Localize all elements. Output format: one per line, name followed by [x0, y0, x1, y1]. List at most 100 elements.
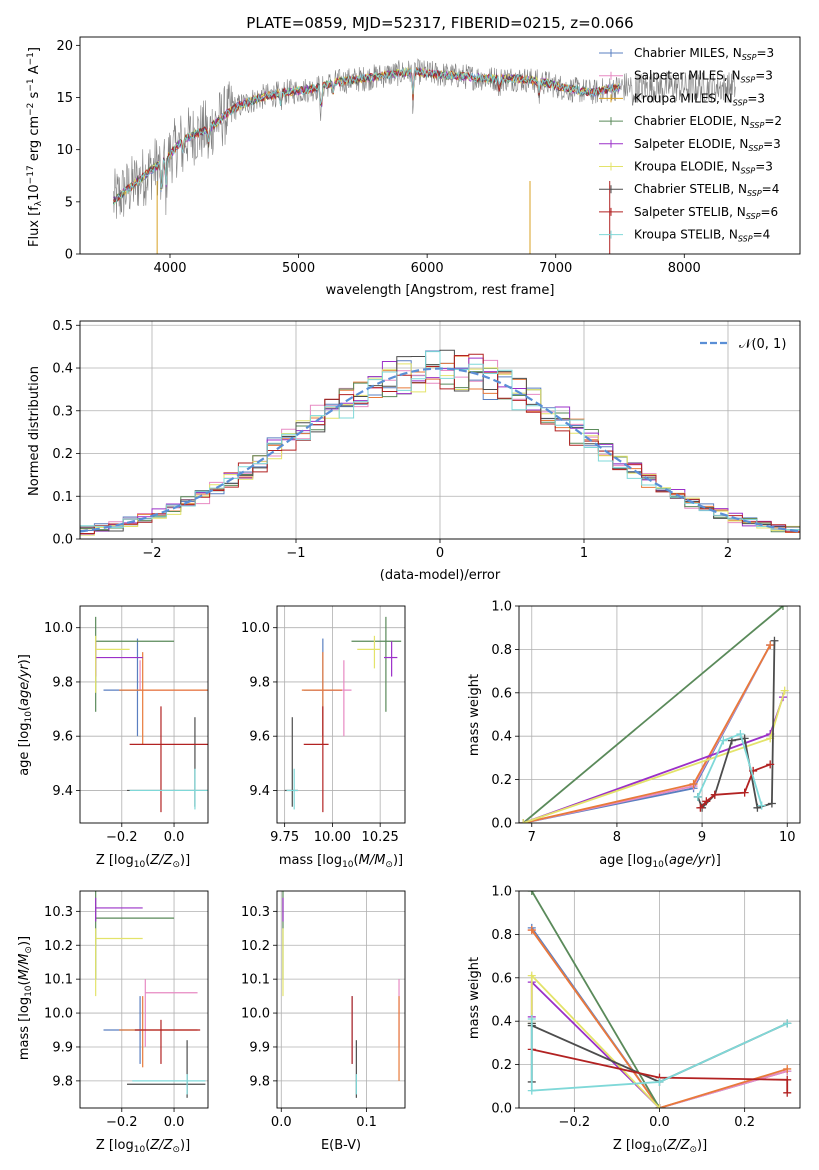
- plot-frame: [79, 320, 801, 540]
- y-tick-label: 10: [56, 143, 73, 158]
- y-tick-label: 0.5: [52, 319, 73, 334]
- y-tick-label: 9.6: [249, 730, 270, 745]
- y-axis-label: mass weight: [467, 674, 482, 756]
- legend-label: Chabrier MILES, NSSP=3: [634, 46, 774, 62]
- y-tick-label: 0.0: [491, 817, 512, 832]
- y-tick-label: 0.2: [491, 773, 512, 788]
- x-tick-label: 0.0: [271, 1115, 292, 1130]
- weight-marker: [527, 926, 536, 935]
- errorbar-point: [383, 641, 398, 677]
- weight-marker: [736, 730, 745, 739]
- y-tick-label: 5: [65, 195, 73, 210]
- errorbar-point: [127, 1040, 206, 1098]
- x-axis-label: age [log10(age/yr)]: [599, 853, 721, 870]
- legend-label: Salpeter STELIB, NSSP=6: [634, 205, 778, 221]
- y-tick-label: 0.4: [491, 1015, 512, 1030]
- y-tick-label: 10.0: [44, 1007, 73, 1022]
- x-axis-label: Z [log10(Z/Z⊙)]: [613, 1138, 707, 1155]
- weight-marker: [693, 792, 702, 801]
- y-tick-label: 10.0: [241, 621, 270, 636]
- errorbar-point: [357, 635, 381, 669]
- y-tick-label: 9.4: [249, 784, 270, 799]
- model-spectrum-line: [113, 67, 621, 204]
- y-tick-label: 9.8: [249, 675, 270, 690]
- weight-line: [531, 1048, 789, 1093]
- errorbar-point: [134, 1019, 201, 1064]
- y-tick-label: 0.4: [52, 362, 73, 377]
- y-tick-label: 10.1: [241, 973, 270, 988]
- weight-line: [522, 606, 784, 823]
- weight-lines: [527, 891, 792, 1108]
- weight-marker: [527, 971, 536, 980]
- spectrum-lines: [112, 58, 737, 254]
- plot-frame: [276, 605, 406, 824]
- chart-title: PLATE=0859, MJD=52317, FIBERID=0215, z=0…: [246, 14, 633, 32]
- x-tick-label: 10.00: [314, 830, 351, 845]
- x-tick-label: 4000: [153, 261, 186, 276]
- x-tick-label: 5000: [282, 261, 315, 276]
- plot-frame: [518, 890, 801, 1109]
- weight-marker: [740, 788, 749, 797]
- legend-entry: Chabrier MILES, NSSP=3: [599, 46, 774, 62]
- y-tick-label: 9.9: [52, 1040, 73, 1055]
- weight-line: [530, 891, 661, 1108]
- legend-label: 𝒩(0, 1): [739, 337, 786, 352]
- weight-marker: [757, 801, 766, 810]
- weight-line: [523, 644, 771, 823]
- errorbar-point: [95, 928, 143, 997]
- errorbar-point: [139, 660, 208, 691]
- x-axis-label: Z [log10(Z/Z⊙)]: [96, 1138, 190, 1155]
- errorbar-point: [129, 768, 208, 810]
- errorbar-point: [95, 616, 175, 712]
- legend-entry: Chabrier STELIB, NSSP=4: [599, 182, 779, 198]
- weight-marker: [767, 799, 776, 808]
- mass-vs-ebv-panel: 0.0 0.1 9.8 9.9 10.0 10.1 10.2 10.3 E(B-V): [241, 890, 406, 1153]
- y-tick-label: 1.0: [491, 885, 512, 900]
- y-tick-label: 0.0: [491, 1102, 512, 1117]
- x-tick-label: 0.0: [649, 1115, 670, 1130]
- y-tick-label: 0.6: [491, 971, 512, 986]
- weight-line: [699, 763, 771, 809]
- weight-series: [693, 730, 766, 810]
- weight-line: [522, 696, 784, 823]
- plot-frame: [79, 605, 209, 824]
- y-tick-label: 0.8: [491, 928, 512, 943]
- y-tick-label: 15: [56, 91, 73, 106]
- y-tick-label: 9.4: [52, 784, 73, 799]
- x-tick-label: 10: [779, 830, 796, 845]
- y-axis-label: age [log10(age/yr)]: [17, 654, 34, 776]
- x-tick-label: 0.0: [164, 830, 185, 845]
- x-tick-label: 9.75: [270, 830, 299, 845]
- x-tick-label: 8: [613, 830, 621, 845]
- weight-vs-age-panel: 7 8 9 10 0.0 0.2 0.4 0.6 0.8 1.0 mass weight age …: [467, 600, 801, 870]
- y-tick-label: 0.4: [491, 730, 512, 745]
- weight-series: [527, 971, 664, 1108]
- legend-entry: Salpeter ELODIE, NSSP=3: [599, 137, 781, 153]
- y-tick-label: 0.6: [491, 686, 512, 701]
- errorbar-group: [95, 616, 208, 813]
- weight-marker: [783, 1088, 792, 1097]
- errorbar-point: [284, 717, 299, 807]
- y-tick-label: 9.8: [52, 675, 73, 690]
- plot-frame: [79, 890, 209, 1109]
- x-axis-label: E(B-V): [321, 1138, 361, 1153]
- errorbar-point: [286, 768, 299, 810]
- weight-line: [696, 640, 776, 810]
- errorbar-group: [95, 891, 206, 1098]
- y-tick-label: 10.0: [241, 1007, 270, 1022]
- y-tick-label: 9.8: [52, 1074, 73, 1089]
- weight-vs-metallicity-panel: −0.2 0.0 0.2 0.0 0.2 0.4 0.6 0.8 1.0 mass weight…: [467, 885, 801, 1155]
- weight-marker: [753, 803, 762, 812]
- weight-marker: [519, 819, 528, 823]
- legend-label: Salpeter ELODIE, NSSP=3: [634, 137, 781, 153]
- x-axis-label: mass [log10(M/M⊙)]: [279, 853, 403, 870]
- y-tick-label: 20: [56, 39, 73, 54]
- weight-lines: [519, 606, 789, 823]
- errorbar-point: [119, 652, 208, 745]
- weight-marker: [766, 641, 775, 650]
- y-tick-label: 1.0: [491, 600, 512, 615]
- weight-marker: [770, 636, 779, 645]
- x-tick-label: −0.2: [559, 1115, 591, 1130]
- legend-entry: Kroupa ELODIE, NSSP=3: [599, 160, 773, 176]
- spectrum-panel: PLATE=0859, MJD=52317, FIBERID=0215, z=0…: [26, 14, 801, 298]
